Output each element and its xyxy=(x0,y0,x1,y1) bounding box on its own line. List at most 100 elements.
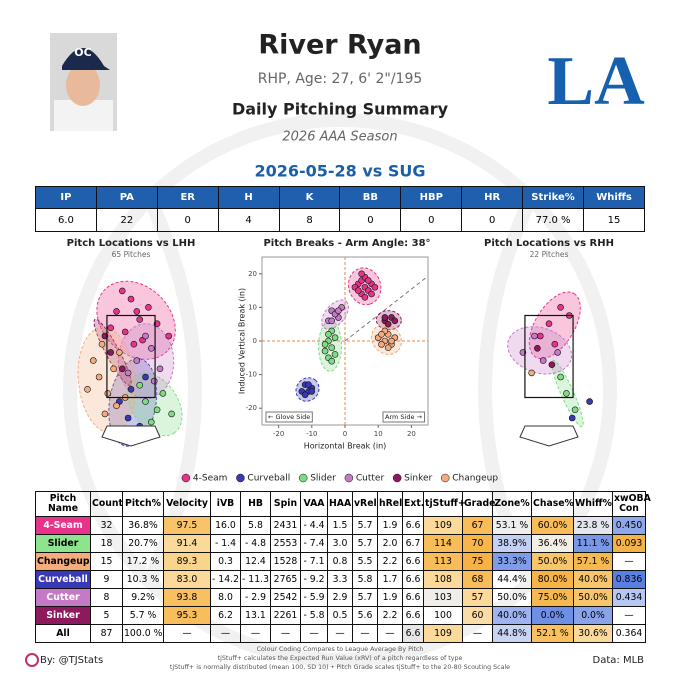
pitch-point xyxy=(563,390,570,397)
pitch-cell: 17.2 % xyxy=(122,552,164,571)
stat-header: ER xyxy=(156,186,219,209)
pitch-point xyxy=(113,402,120,410)
stat-value: 4 xyxy=(217,208,280,232)
pitch-name: 4-Seam xyxy=(35,516,91,535)
legend-label: Changeup xyxy=(452,474,498,484)
pitch-point xyxy=(133,357,141,364)
svg-text:OC: OC xyxy=(74,46,91,59)
pitch-cell: 2.0 xyxy=(377,534,403,553)
pitch-cell: - 4.8 xyxy=(240,534,271,553)
pitch-cell: — xyxy=(210,624,241,643)
pitch-cell: 109 xyxy=(423,624,463,643)
pitch-cell: 70 xyxy=(462,534,493,553)
pitch-point xyxy=(124,414,132,422)
pitch-point xyxy=(384,344,392,352)
pitch-cell: - 9.2 xyxy=(300,570,328,589)
pitch-cell: 33.3% xyxy=(492,552,532,571)
pitch-point xyxy=(127,385,135,393)
x-tick-label: 10 xyxy=(374,430,383,438)
pitch-point xyxy=(554,349,562,356)
pitch-point xyxy=(90,357,97,364)
pitch-point xyxy=(301,391,309,399)
season: 2026 AAA Season xyxy=(282,130,397,145)
chart: Pitch Breaks - Arm Angle: 38° -20 -10 0 10 20… xyxy=(181,238,498,484)
pitch-point xyxy=(536,332,544,340)
player-bio: RHP, Age: 27, 6' 2"/195 xyxy=(258,71,423,87)
pitch-point xyxy=(528,369,535,377)
pitch-point xyxy=(568,414,576,422)
pitch-cell: 13.1 xyxy=(240,606,271,625)
pitch-cell: 5.6 xyxy=(352,606,378,625)
pitch-cell: 1.9 xyxy=(377,588,403,607)
pitch-cell: 0.450 xyxy=(612,516,646,535)
pitch-cell: 11.1 % xyxy=(573,534,613,553)
points xyxy=(507,291,593,428)
pitch-point xyxy=(328,344,336,352)
chart-subtitle: 22 Pitches xyxy=(530,250,569,259)
column-header: hRel xyxy=(377,491,403,517)
pitch-cell: 2.9 xyxy=(327,588,353,607)
pitch-point xyxy=(107,324,114,332)
pitch-point xyxy=(148,418,155,426)
annotation-box xyxy=(382,411,426,423)
pitch-cell: 5.5 xyxy=(352,552,378,571)
pitch-point xyxy=(130,340,138,348)
stat-value: 15 xyxy=(583,208,645,232)
pitch-point xyxy=(354,287,362,294)
pitch-point xyxy=(321,347,329,355)
column-header: Ext. xyxy=(402,491,424,517)
pitch-cell: 75.0% xyxy=(531,588,574,607)
footnote: Colour Coding Compares to League Average… xyxy=(257,646,424,653)
pitch-cell: 44.8% xyxy=(492,624,532,643)
column-header: Pitch% xyxy=(122,491,164,517)
x-tick-label: -10 xyxy=(306,430,317,438)
pitch-cell: 3.3 xyxy=(327,570,353,589)
legend-label: 4-Seam xyxy=(193,474,228,484)
stat-value: 0 xyxy=(400,208,463,232)
pitch-cell: - 7.4 xyxy=(300,534,328,553)
pitch-name: Curveball xyxy=(35,570,91,589)
pitch-point xyxy=(101,410,109,418)
column-header: Whiff% xyxy=(573,491,613,517)
pitch-cell: 16.0 xyxy=(210,516,241,535)
legend-marker xyxy=(298,473,308,483)
home-plate xyxy=(101,425,161,447)
pitch-cell: 0.8 xyxy=(327,552,353,571)
pitch-row: Slider 18 20.7% 91.4- 1.4- 4.8 2553- 7.4 3.0 5… xyxy=(35,534,646,553)
stat-header: PA xyxy=(95,186,158,209)
stat-value: 0 xyxy=(461,208,524,232)
pitch-point xyxy=(321,341,329,348)
pitch-cell: 5 xyxy=(90,606,123,625)
stat-header: H xyxy=(217,186,280,209)
stat-header: HR xyxy=(461,186,524,209)
legend-marker xyxy=(440,473,450,483)
headshot: OC xyxy=(50,33,117,131)
stats-table: IP PA ER H K BB HBP HR Strike% Whiffs 6.0 22 0 4 8 0 0 0 7… xyxy=(35,186,645,232)
pitch-cell: 0.093 xyxy=(612,534,646,553)
pitch-row: Curveball 9 10.3 % 83.0- 14.2- 11.3 2765- 9.… xyxy=(35,570,646,589)
pitch-point xyxy=(534,344,541,352)
pitch-cell: 5.8 xyxy=(352,570,378,589)
pitch-cell: 8 xyxy=(90,588,123,607)
stat-header: K xyxy=(278,186,341,209)
pitch-cell: 6.2 xyxy=(210,606,241,625)
x-tick-label: 0 xyxy=(343,430,347,438)
column-header: Chase% xyxy=(531,491,574,517)
pitch-cell: 40.0% xyxy=(492,606,532,625)
pitch-point xyxy=(124,369,132,377)
pitch-cell: 2542 xyxy=(270,588,301,607)
pitch-cell: - 5.8 xyxy=(300,606,328,625)
y-tick-label: 0 xyxy=(253,337,257,345)
pitch-point xyxy=(142,398,149,405)
pitch-row: Changeup 15 17.2 % 89.3 0.3 12.4 1528- 7.1 0.8 5… xyxy=(35,552,646,571)
pitch-cell: 91.4 xyxy=(163,534,211,553)
pitch-cell: 6.6 xyxy=(402,588,424,607)
points xyxy=(77,280,183,447)
pitch-cell: 75 xyxy=(462,552,493,571)
density-ellipse xyxy=(126,372,183,437)
pitch-cell: 2553 xyxy=(270,534,301,553)
pitch-cell: 0.5 xyxy=(327,606,353,625)
column-header: HB xyxy=(240,491,271,517)
